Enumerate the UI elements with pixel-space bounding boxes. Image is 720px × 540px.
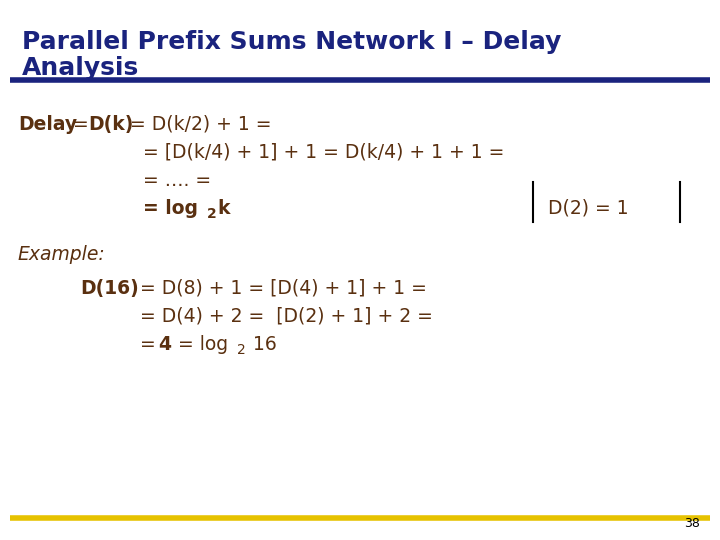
Text: Parallel Prefix Sums Network I – Delay: Parallel Prefix Sums Network I – Delay (22, 30, 562, 54)
Text: Analysis: Analysis (22, 56, 139, 80)
Text: D(2) = 1: D(2) = 1 (548, 199, 629, 218)
Text: 2: 2 (207, 207, 217, 221)
Text: = D(8) + 1 = [D(4) + 1] + 1 =: = D(8) + 1 = [D(4) + 1] + 1 = (140, 279, 427, 298)
Text: 38: 38 (684, 517, 700, 530)
Text: = log: = log (143, 199, 198, 218)
Text: 2: 2 (237, 343, 246, 357)
Text: =: = (140, 335, 162, 354)
Text: k: k (217, 199, 230, 218)
Text: =: = (73, 115, 95, 134)
Text: = D(4) + 2 =  [D(2) + 1] + 2 =: = D(4) + 2 = [D(2) + 1] + 2 = (140, 307, 433, 326)
Text: = …. =: = …. = (143, 171, 211, 190)
Text: D(16): D(16) (80, 279, 139, 298)
Text: Example:: Example: (18, 245, 106, 264)
Text: = [D(k/4) + 1] + 1 = D(k/4) + 1 + 1 =: = [D(k/4) + 1] + 1 = D(k/4) + 1 + 1 = (143, 143, 505, 162)
Text: 4: 4 (158, 335, 171, 354)
Text: D(k): D(k) (88, 115, 133, 134)
Text: = log: = log (172, 335, 228, 354)
Text: = D(k/2) + 1 =: = D(k/2) + 1 = (130, 115, 271, 134)
Text: 16: 16 (247, 335, 276, 354)
Text: Delay: Delay (18, 115, 77, 134)
